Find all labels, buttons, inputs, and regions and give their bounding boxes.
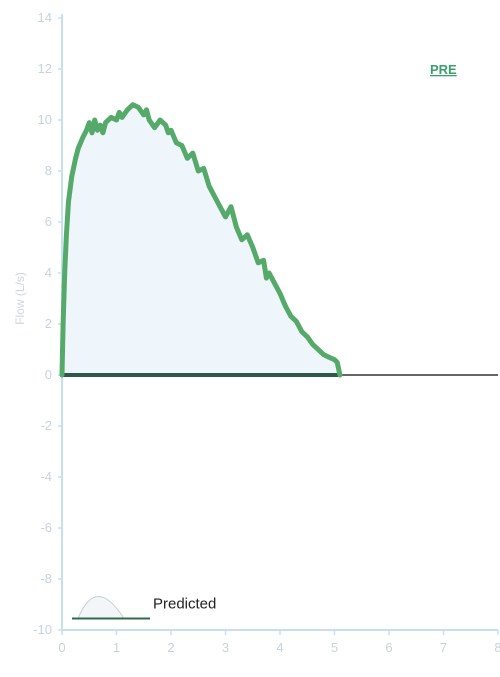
y-tick-label: -6: [40, 520, 52, 535]
y-tick-label: 0: [45, 367, 52, 382]
x-tick-label: 7: [440, 640, 447, 655]
y-axis-label: Flow (L/s): [13, 272, 27, 325]
y-tick-label: 2: [45, 316, 52, 331]
flow-area-fill: [62, 104, 340, 375]
x-tick-label: 6: [385, 640, 392, 655]
y-tick-label: -2: [40, 418, 52, 433]
y-tick-label: 4: [45, 265, 52, 280]
legend: Predicted: [72, 596, 216, 620]
y-tick-label: 10: [38, 112, 52, 127]
y-tick-label: -4: [40, 469, 52, 484]
x-tick-label: 0: [58, 640, 65, 655]
y-tick-label: 14: [38, 10, 52, 25]
y-tick-label: -8: [40, 571, 52, 586]
x-tick-label: 1: [113, 640, 120, 655]
x-tick-label: 5: [331, 640, 338, 655]
phase-tag: PRE: [430, 62, 457, 77]
y-tick-label: 12: [38, 61, 52, 76]
y-tick-label: 8: [45, 163, 52, 178]
x-tick-label: 3: [222, 640, 229, 655]
x-tick-marks: [61, 630, 499, 635]
x-tick-label: 4: [276, 640, 283, 655]
x-tick-label: 2: [167, 640, 174, 655]
flow-curve-line: [59, 102, 343, 378]
y-tick-label: 6: [45, 214, 52, 229]
y-tick-label: -10: [33, 622, 52, 637]
predicted-legend-icon: [77, 596, 125, 619]
y-tick-labels: 14 12 10 8 6 4 2 0 -2 -4 -6 -8 -10: [33, 10, 52, 637]
x-tick-labels: 0 1 2 3 4 5 6 7 8: [58, 640, 500, 655]
x-tick-label: 8: [494, 640, 500, 655]
predicted-legend-label: Predicted: [153, 596, 216, 613]
